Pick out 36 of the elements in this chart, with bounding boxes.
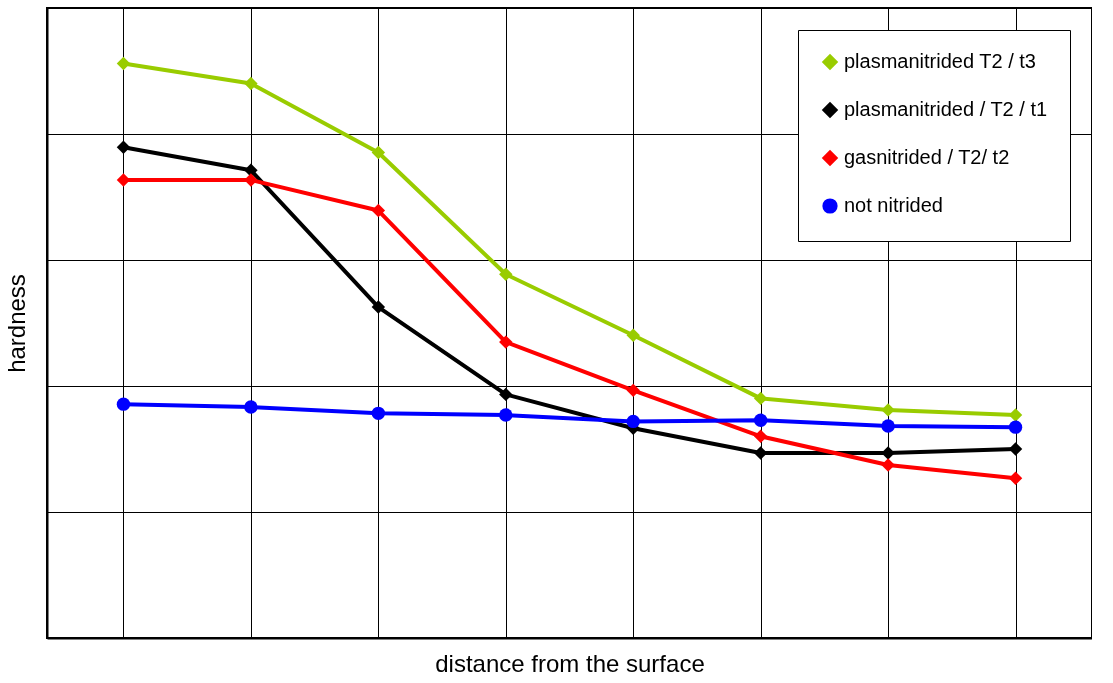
point: [753, 429, 768, 444]
point: [1008, 442, 1023, 456]
point: [626, 414, 640, 429]
point: [371, 203, 386, 218]
point: [1008, 420, 1023, 434]
legend-label: plasmanitrided T2 / t3: [844, 50, 1036, 72]
point: [371, 300, 386, 314]
point: [1008, 471, 1023, 485]
point: [244, 400, 258, 414]
point: [881, 458, 895, 472]
point: [1008, 408, 1023, 422]
y-axis-title: hardness: [2, 274, 30, 373]
point: [499, 387, 513, 402]
point: [244, 76, 258, 91]
point: [753, 391, 768, 406]
x-axis-title: distance from the surface: [435, 649, 705, 677]
point: [244, 163, 258, 178]
legend-label: gasnitrided / T2/ t2: [844, 146, 1010, 168]
point: [881, 403, 895, 417]
point: [371, 406, 386, 421]
legend-label: not nitrided: [844, 194, 943, 216]
point: [499, 267, 513, 282]
point: [753, 413, 768, 427]
point: [626, 383, 640, 398]
point: [116, 397, 131, 411]
point: [499, 408, 513, 422]
point: [371, 145, 386, 160]
point: [116, 56, 131, 71]
point: [881, 419, 895, 433]
point: [753, 446, 768, 460]
legend-label: plasmanitrided / T2 / t1: [844, 98, 1048, 120]
point: [626, 328, 640, 342]
point: [881, 446, 895, 460]
point: [244, 173, 258, 187]
point: [116, 140, 131, 155]
point: [499, 335, 513, 349]
